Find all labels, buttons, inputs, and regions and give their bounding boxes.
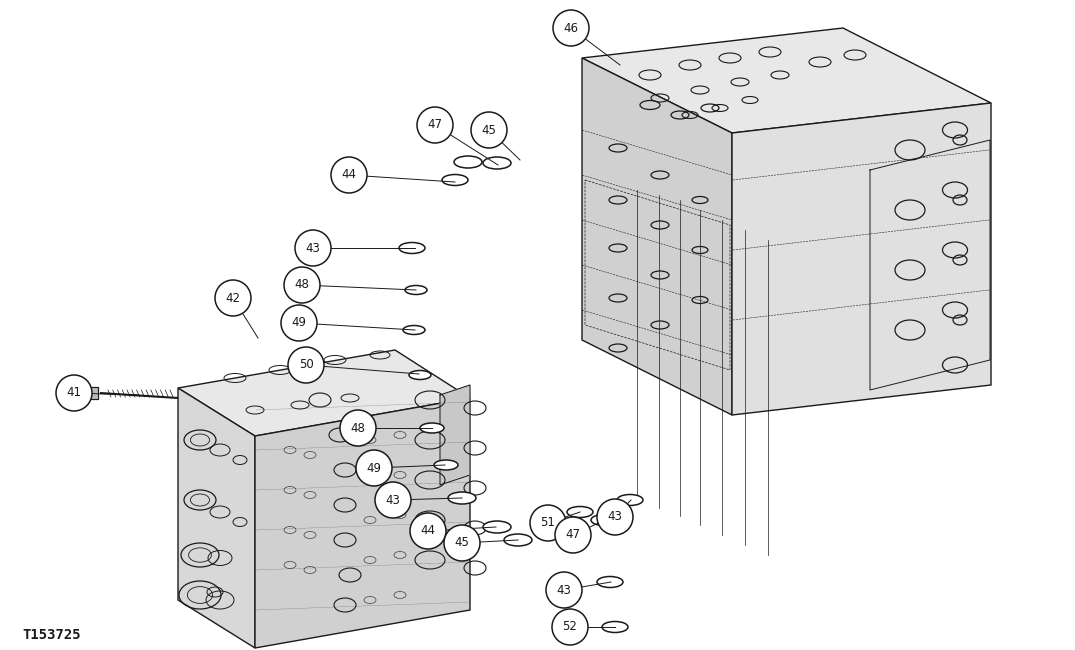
Text: 45: 45 [482, 124, 497, 136]
Ellipse shape [454, 156, 482, 168]
Circle shape [546, 572, 582, 608]
Text: 44: 44 [420, 525, 435, 538]
Polygon shape [732, 103, 991, 415]
Text: 43: 43 [607, 510, 622, 523]
Text: 48: 48 [295, 278, 310, 291]
Ellipse shape [567, 506, 593, 517]
Circle shape [471, 112, 507, 148]
Polygon shape [178, 350, 470, 436]
Text: 43: 43 [305, 242, 320, 255]
Text: 44: 44 [342, 168, 357, 181]
Text: 50: 50 [299, 359, 314, 372]
Text: 47: 47 [565, 528, 581, 541]
Ellipse shape [602, 621, 628, 632]
Text: 48: 48 [350, 421, 366, 434]
Ellipse shape [483, 157, 511, 169]
Circle shape [530, 505, 567, 541]
Ellipse shape [399, 242, 425, 254]
Ellipse shape [442, 174, 468, 185]
Text: 45: 45 [455, 536, 470, 549]
Text: 52: 52 [562, 621, 577, 634]
Text: T153725: T153725 [22, 628, 81, 642]
Text: 51: 51 [541, 517, 556, 530]
Circle shape [553, 10, 589, 46]
Text: 49: 49 [367, 462, 382, 474]
Circle shape [410, 513, 446, 549]
Circle shape [215, 280, 250, 316]
Polygon shape [178, 388, 255, 648]
Circle shape [331, 157, 367, 193]
Text: 43: 43 [386, 493, 400, 506]
Circle shape [555, 517, 591, 553]
Polygon shape [90, 387, 98, 399]
Polygon shape [582, 28, 991, 133]
Circle shape [288, 347, 324, 383]
Circle shape [551, 609, 588, 645]
Ellipse shape [403, 326, 425, 335]
Circle shape [281, 305, 317, 341]
Circle shape [56, 375, 92, 411]
Ellipse shape [617, 495, 643, 506]
Ellipse shape [504, 534, 532, 546]
Circle shape [295, 230, 331, 266]
Circle shape [284, 267, 320, 303]
Polygon shape [255, 398, 470, 648]
Circle shape [375, 482, 411, 518]
Text: 46: 46 [563, 21, 578, 34]
Ellipse shape [408, 370, 431, 380]
Ellipse shape [448, 492, 476, 504]
Ellipse shape [420, 423, 444, 433]
Circle shape [444, 525, 481, 561]
Text: 42: 42 [226, 291, 241, 304]
Polygon shape [440, 385, 470, 485]
Ellipse shape [591, 515, 617, 525]
Circle shape [340, 410, 376, 446]
Text: 43: 43 [557, 584, 572, 597]
Circle shape [597, 499, 633, 535]
Ellipse shape [405, 285, 427, 294]
Circle shape [417, 107, 453, 143]
Ellipse shape [597, 577, 623, 588]
Text: 49: 49 [291, 317, 306, 330]
Ellipse shape [434, 460, 458, 470]
Polygon shape [582, 58, 732, 415]
Text: 41: 41 [67, 387, 82, 400]
Text: 47: 47 [428, 118, 443, 131]
Circle shape [356, 450, 392, 486]
Ellipse shape [483, 521, 511, 533]
